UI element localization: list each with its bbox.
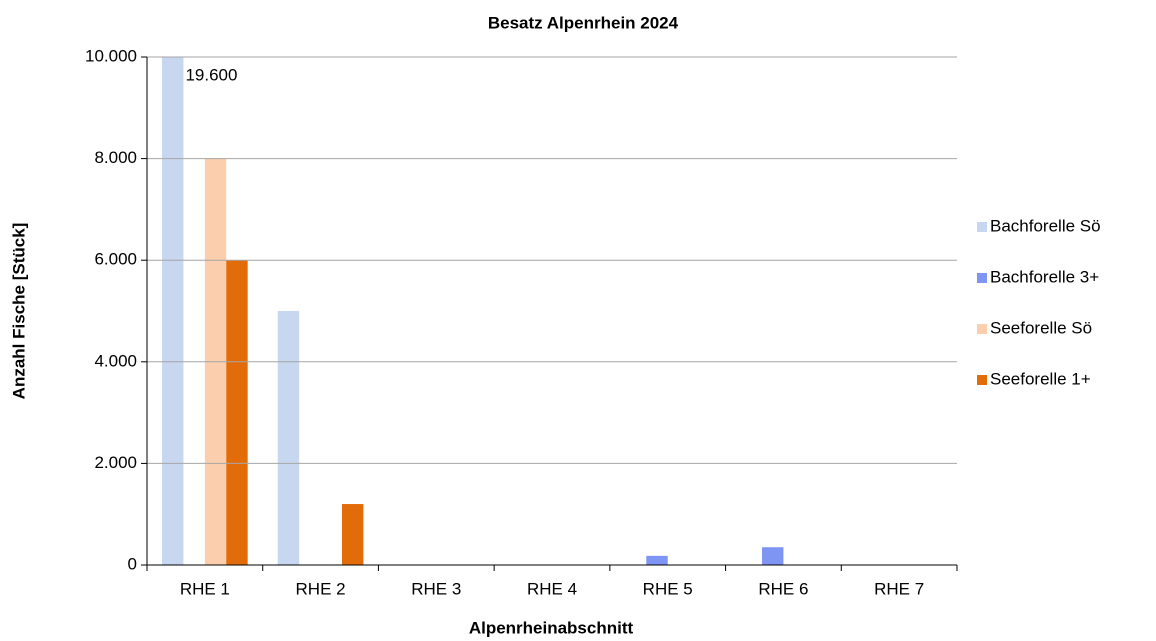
legend-swatch: [977, 324, 987, 334]
x-tick-label: RHE 6: [758, 579, 808, 598]
x-tick-label: RHE 7: [874, 579, 924, 598]
legend-swatch: [977, 222, 987, 232]
bar: [646, 555, 668, 565]
y-tick-label: 6.000: [94, 250, 137, 269]
legend-label: Seeforelle Sö: [990, 318, 1092, 337]
y-tick-label: 8.000: [94, 148, 137, 167]
y-tick-label: 10.000: [85, 46, 137, 65]
bar: [162, 57, 184, 565]
chart-title: Besatz Alpenrhein 2024: [488, 13, 679, 32]
plot-area: [162, 57, 784, 565]
x-axis-label: Alpenrheinabschnitt: [469, 618, 634, 637]
y-tick-label: 2.000: [94, 453, 137, 472]
x-tick-label: RHE 3: [411, 579, 461, 598]
bar: [226, 260, 248, 565]
legend-label: Bachforelle Sö: [990, 216, 1101, 235]
x-tick-label: RHE 4: [527, 579, 577, 598]
legend-swatch: [977, 273, 987, 283]
bar: [341, 504, 364, 565]
x-tick-label: RHE 1: [180, 579, 230, 598]
data-label: 19.600: [185, 65, 237, 84]
y-tick-label: 4.000: [94, 351, 137, 370]
y-axis-label: Anzahl Fische [Stück]: [9, 223, 28, 400]
y-tick-label: 0: [128, 554, 137, 573]
legend-swatch: [977, 375, 987, 385]
x-tick-label: RHE 5: [643, 579, 693, 598]
bar: [277, 311, 300, 565]
legend-label: Bachforelle 3+: [990, 267, 1099, 286]
x-tick-label: RHE 2: [296, 579, 346, 598]
bar: [762, 547, 784, 565]
legend-label: Seeforelle 1+: [990, 369, 1091, 388]
